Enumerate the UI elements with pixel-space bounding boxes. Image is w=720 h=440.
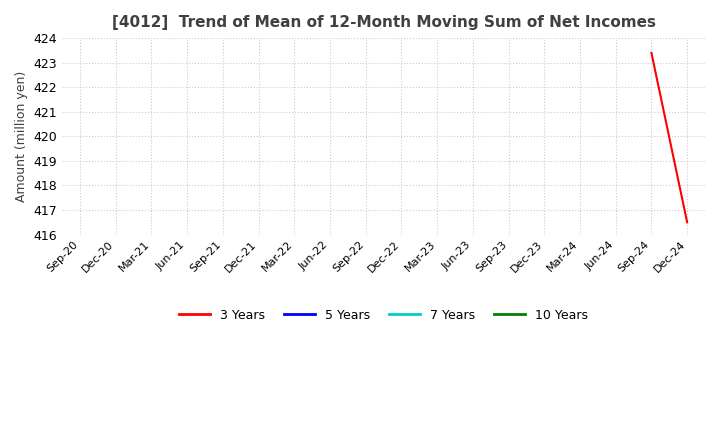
Title: [4012]  Trend of Mean of 12-Month Moving Sum of Net Incomes: [4012] Trend of Mean of 12-Month Moving … <box>112 15 656 30</box>
Y-axis label: Amount (million yen): Amount (million yen) <box>15 71 28 202</box>
Legend: 3 Years, 5 Years, 7 Years, 10 Years: 3 Years, 5 Years, 7 Years, 10 Years <box>174 304 593 326</box>
